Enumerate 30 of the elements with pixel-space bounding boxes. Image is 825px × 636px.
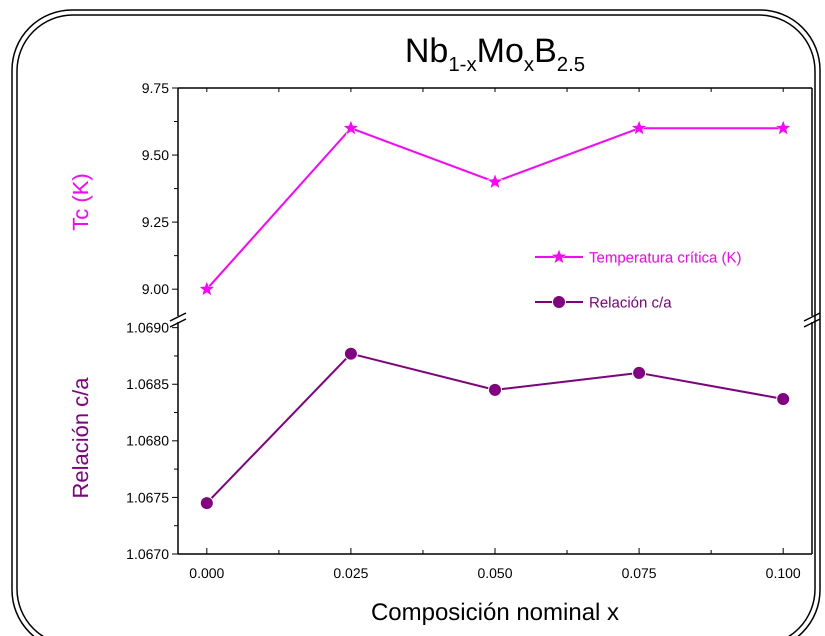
y-tick-label: 9.25 (142, 214, 170, 230)
chart-title: Nb$_{1-x}$Mo$_{x}$B$_{2.5}$ (404, 32, 586, 76)
x-tick-label: 0.000 (189, 565, 225, 581)
x-tick-label: 0.025 (333, 565, 369, 581)
point (200, 496, 214, 510)
y-tick-label: 1.0675 (126, 489, 170, 506)
y-tick-label: 1.0670 (126, 546, 170, 562)
x-tick-label: 0.075 (622, 565, 657, 581)
y-tick-label: 1.0685 (126, 376, 170, 392)
y-tick-label: 9.00 (142, 281, 170, 298)
y-tick-label: 1.0690 (126, 320, 170, 336)
point (776, 392, 790, 406)
y-axis-title: Relación c/a (68, 376, 93, 499)
point (487, 174, 503, 189)
y-axis-title: Tc (K) (68, 173, 93, 231)
point (198, 280, 215, 296)
point (488, 382, 502, 397)
x-tick-label: 0.050 (477, 565, 513, 581)
point (343, 120, 359, 135)
legend-label: Relación c/a (589, 294, 672, 312)
point (344, 346, 358, 361)
x-tick-label: 0.100 (766, 565, 801, 581)
point (632, 366, 646, 380)
legend-label: Temperatura crítica (K) (589, 249, 742, 266)
point (775, 120, 792, 135)
point (631, 120, 647, 135)
y-tick-label: 9.75 (142, 80, 170, 96)
y-tick-label: 9.50 (142, 146, 170, 163)
y-tick-label: 1.0680 (126, 432, 170, 449)
x-axis-title: Composición nominal x (370, 599, 620, 626)
